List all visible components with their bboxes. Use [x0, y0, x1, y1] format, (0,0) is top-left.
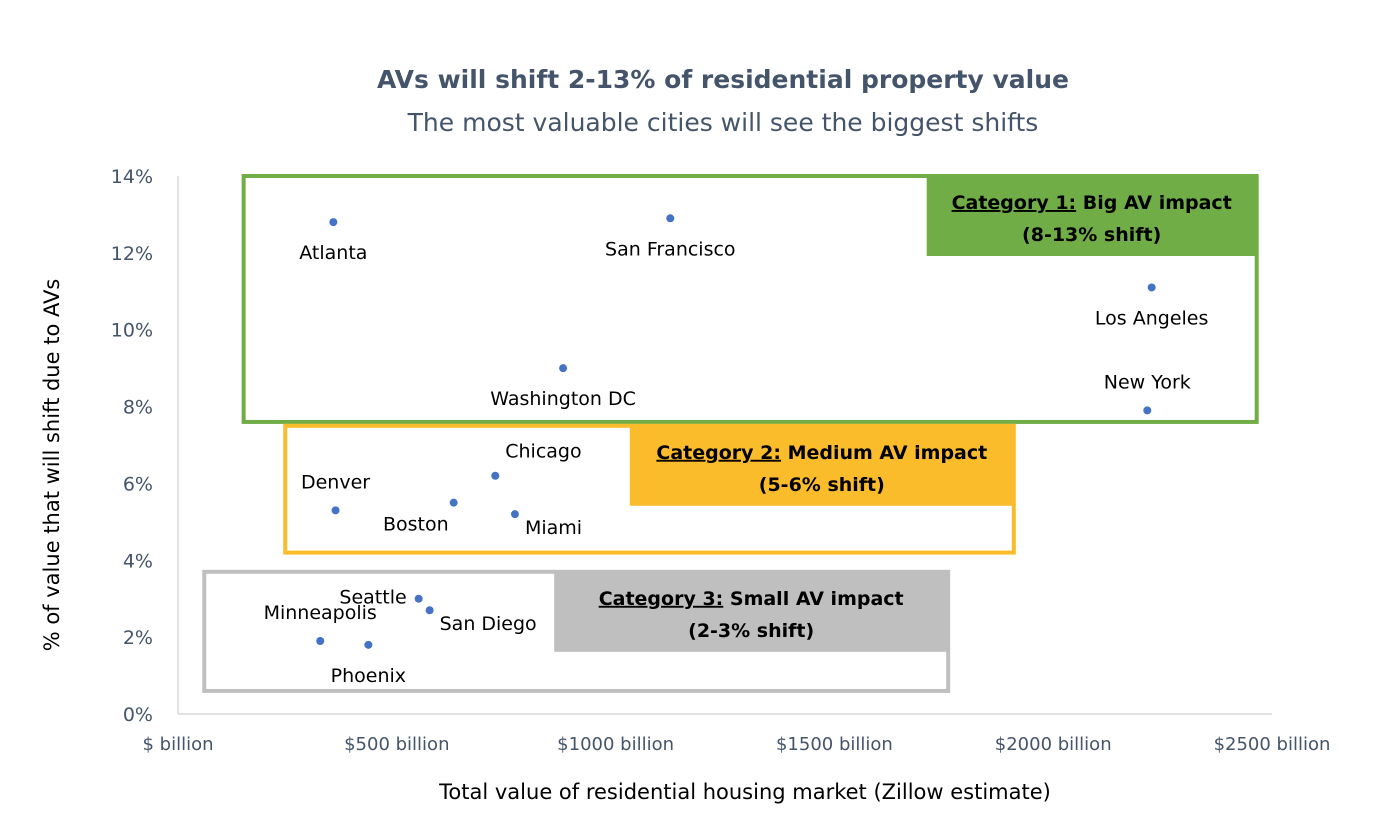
category-1-label: Category 1:	[952, 192, 1077, 214]
category-2-panel	[629, 425, 1014, 506]
data-point	[559, 364, 568, 373]
category-1-impact: Big AV impact	[1076, 192, 1232, 214]
category-1-heading: Category 1: Big AV impact	[952, 192, 1232, 214]
chart-subtitle: The most valuable cities will see the bi…	[407, 108, 1039, 137]
category-2-range: (5-6% shift)	[759, 474, 885, 496]
category-3-heading: Category 3: Small AV impact	[599, 588, 904, 610]
category-1-box	[241, 174, 1259, 424]
data-point-label: Atlanta	[299, 242, 367, 264]
category-2-label: Category 2:	[656, 442, 781, 464]
y-tick-label: 8%	[123, 397, 153, 419]
y-tick-label: 14%	[111, 166, 153, 188]
data-point-label: San Francisco	[605, 238, 736, 260]
category-1-range: (8-13% shift)	[1022, 224, 1161, 246]
category-boxes: Category 1: Big AV impact (8-13% shift) Ca…	[202, 174, 1259, 693]
chart-title: AVs will shift 2-13% of residential prop…	[377, 65, 1069, 94]
data-point-label: Chicago	[505, 441, 581, 463]
data-point-label: Washington DC	[490, 388, 636, 410]
y-tick-label: 10%	[111, 320, 153, 342]
y-tick-label: 12%	[111, 243, 153, 265]
data-point-label: Boston	[383, 514, 449, 536]
data-point	[425, 606, 434, 615]
y-tick-label: 2%	[123, 627, 153, 649]
data-point	[329, 218, 338, 227]
y-tick-label: 4%	[123, 550, 153, 572]
data-point	[414, 594, 423, 603]
data-points: Atlanta San Francisco Los Angeles Washingto…	[264, 214, 1208, 687]
data-point-label: San Diego	[440, 613, 537, 635]
x-tick-label: $500 billion	[344, 734, 449, 755]
y-axis-ticks: 0% 2% 4% 6% 8% 10% 12% 14%	[111, 166, 153, 726]
data-point	[331, 506, 340, 515]
category-3-range: (2-3% shift)	[688, 620, 814, 642]
category-3-impact: Small AV impact	[723, 588, 903, 610]
x-axis-ticks: $ billion $500 billion $1000 billion $1500 …	[142, 734, 1330, 755]
y-tick-label: 6%	[123, 473, 153, 495]
category-2-impact: Medium AV impact	[781, 442, 987, 464]
data-point	[364, 640, 373, 649]
x-axis-title: Total value of residential housing marke…	[438, 780, 1051, 804]
data-point-label: New York	[1104, 371, 1191, 393]
x-tick-label: $2000 billion	[995, 734, 1112, 755]
data-point	[666, 214, 675, 223]
x-tick-label: $2500 billion	[1214, 734, 1331, 755]
category-1-panel	[926, 176, 1257, 256]
data-point	[1143, 406, 1152, 415]
y-tick-label: 0%	[123, 704, 153, 726]
category-2-heading: Category 2: Medium AV impact	[656, 442, 987, 464]
data-point-label: Phoenix	[331, 665, 406, 687]
category-3-label: Category 3:	[599, 588, 724, 610]
data-point	[1147, 283, 1156, 292]
data-point-label: Miami	[525, 517, 582, 539]
data-point	[449, 498, 458, 507]
data-point-label: Minneapolis	[264, 602, 377, 624]
x-tick-label: $1500 billion	[776, 734, 893, 755]
data-point-label: Los Angeles	[1095, 307, 1208, 329]
category-3-panel	[554, 571, 949, 652]
data-point-label: Denver	[301, 471, 370, 493]
y-axis-title: % of value that will shift due to AVs	[40, 279, 64, 652]
x-tick-label: $ billion	[142, 734, 213, 755]
data-point-label: Seattle	[339, 587, 406, 609]
x-tick-label: $1000 billion	[557, 734, 674, 755]
data-point	[491, 471, 500, 480]
data-point	[510, 510, 519, 519]
data-point	[316, 636, 325, 645]
